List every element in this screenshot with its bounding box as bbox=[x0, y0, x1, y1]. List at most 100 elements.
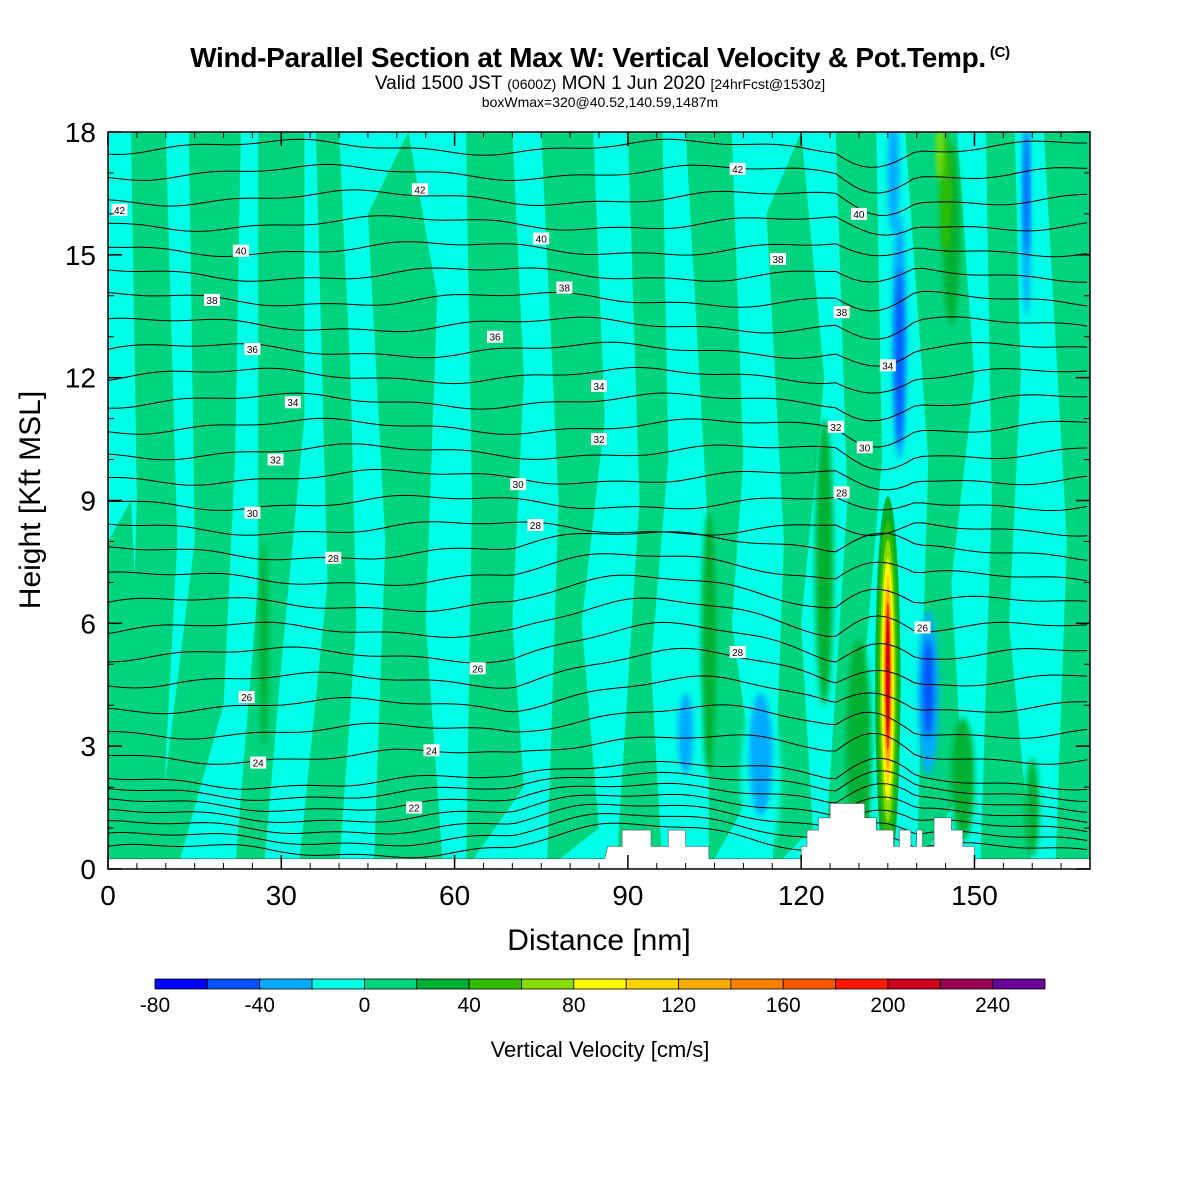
colorbar-swatch bbox=[625, 978, 679, 990]
theta-contour bbox=[108, 782, 1088, 813]
updraft-band bbox=[1043, 132, 1090, 869]
contour-label-text: 40 bbox=[853, 210, 865, 221]
contour-label-box bbox=[556, 281, 573, 294]
plot-area: 42 42 42 40 40 40 38 38 38 38 36 36 34 34 34 32 32 32 30 30… bbox=[108, 132, 1090, 869]
contour-label-text: 24 bbox=[426, 746, 438, 757]
chart-title-text: Wind-Parallel Section at Max W: Vertical… bbox=[190, 42, 986, 73]
contour-label: 34 bbox=[284, 396, 301, 409]
contour-label-box bbox=[250, 756, 267, 769]
theta-contour bbox=[108, 553, 1088, 586]
downdraft-core bbox=[895, 267, 904, 448]
contour-label: 34 bbox=[591, 379, 607, 393]
updraft-band bbox=[367, 132, 444, 869]
updraft-band bbox=[685, 132, 755, 869]
y-tick-label: 0 bbox=[80, 854, 96, 885]
updraft-core bbox=[701, 512, 717, 775]
y-tick-label: 3 bbox=[80, 731, 96, 762]
contour-label-box bbox=[729, 162, 746, 175]
updraft-band bbox=[298, 132, 357, 869]
contour-label-text: 36 bbox=[247, 345, 259, 356]
contour-label: 26 bbox=[469, 662, 486, 675]
colorbar-swatch bbox=[939, 978, 994, 990]
theta-contour bbox=[108, 316, 1088, 340]
contour-label: 30 bbox=[244, 506, 261, 520]
contour-label-text: 24 bbox=[253, 759, 265, 770]
box-max-info: boxWmax=320@40.52,140.59,1487m bbox=[481, 94, 719, 110]
contour-label-box bbox=[533, 232, 550, 245]
contour-label-box bbox=[729, 645, 746, 658]
contour-label-text: 28 bbox=[328, 554, 340, 565]
forecast-info: [24hrFcst@1530z] bbox=[710, 76, 826, 92]
colorbar-swatch bbox=[992, 978, 1046, 990]
contour-label: 32 bbox=[827, 420, 844, 434]
contour-label-box bbox=[423, 744, 440, 757]
contour-label-box bbox=[267, 453, 284, 466]
colorbar-swatch bbox=[154, 978, 208, 990]
updraft-band bbox=[824, 132, 883, 869]
contour-label: 42 bbox=[111, 203, 128, 217]
contour-label: 28 bbox=[729, 645, 746, 659]
contour-label-box bbox=[487, 330, 504, 343]
colorbar-tick-label: 40 bbox=[457, 994, 480, 1017]
chart-title: Wind-Parallel Section at Max W: Vertical… bbox=[0, 42, 1200, 74]
contour-label: 28 bbox=[833, 486, 850, 499]
contour-label: 26 bbox=[238, 691, 255, 704]
updraft-band bbox=[766, 132, 825, 869]
colorbar-tick-label: 200 bbox=[870, 994, 905, 1017]
contour-label-box bbox=[469, 662, 486, 675]
contour-label-text: 36 bbox=[489, 333, 501, 344]
y-tick-label: 6 bbox=[80, 608, 96, 639]
contour-label: 40 bbox=[533, 232, 550, 245]
updraft-core bbox=[815, 418, 834, 706]
contour-label-text: 30 bbox=[513, 480, 525, 491]
contour-label: 24 bbox=[423, 744, 440, 757]
contour-label-box bbox=[325, 551, 342, 564]
updraft-band bbox=[980, 132, 1033, 869]
x-tick-label: 90 bbox=[612, 880, 643, 911]
contour-label-text: 38 bbox=[773, 255, 785, 266]
contour-label: 32 bbox=[267, 453, 284, 467]
contour-label: 32 bbox=[591, 433, 607, 446]
contour-label: 30 bbox=[510, 478, 527, 491]
theta-contour bbox=[108, 770, 1088, 802]
contour-label-text: 40 bbox=[536, 234, 548, 245]
updraft-core bbox=[951, 717, 975, 841]
theta-contour bbox=[108, 366, 1088, 394]
contour-label-box bbox=[203, 293, 220, 306]
theta-contour bbox=[108, 241, 1088, 258]
colorbar-tick-label: 0 bbox=[359, 994, 371, 1017]
contour-label-box bbox=[244, 343, 261, 356]
theta-contour bbox=[108, 417, 1088, 448]
contour-label-text: 28 bbox=[732, 648, 744, 659]
contour-label-text: 28 bbox=[836, 488, 848, 499]
contour-label-box bbox=[833, 486, 850, 499]
contour-label-box bbox=[111, 203, 128, 216]
contour-label-box bbox=[827, 420, 844, 433]
theta-contour bbox=[108, 675, 1088, 715]
contour-label-box bbox=[527, 519, 544, 532]
contour-label-box bbox=[850, 207, 867, 220]
contour-label-box bbox=[510, 478, 527, 491]
contour-label-text: 42 bbox=[732, 165, 744, 176]
theta-contour bbox=[108, 757, 1088, 791]
colorbar-swatch bbox=[678, 978, 732, 990]
y-tick-label: 9 bbox=[80, 486, 96, 517]
theta-contour bbox=[108, 189, 1088, 216]
theta-contour bbox=[108, 138, 1088, 168]
y-tick-label: 15 bbox=[65, 240, 96, 271]
contour-label-box bbox=[770, 252, 787, 265]
contour-label-box bbox=[284, 396, 301, 409]
colorbar-swatch bbox=[835, 978, 889, 990]
contour-label-text: 22 bbox=[409, 804, 421, 815]
contour-label: 26 bbox=[914, 621, 931, 634]
updraft-band bbox=[541, 132, 605, 869]
contour-label: 38 bbox=[203, 293, 220, 307]
colorbar-swatch bbox=[468, 978, 522, 990]
updraft-core bbox=[936, 132, 944, 182]
contour-label-text: 32 bbox=[270, 456, 282, 467]
contour-label: 28 bbox=[325, 551, 342, 565]
contour-label-text: 32 bbox=[830, 423, 842, 434]
theta-contour bbox=[108, 621, 1088, 664]
